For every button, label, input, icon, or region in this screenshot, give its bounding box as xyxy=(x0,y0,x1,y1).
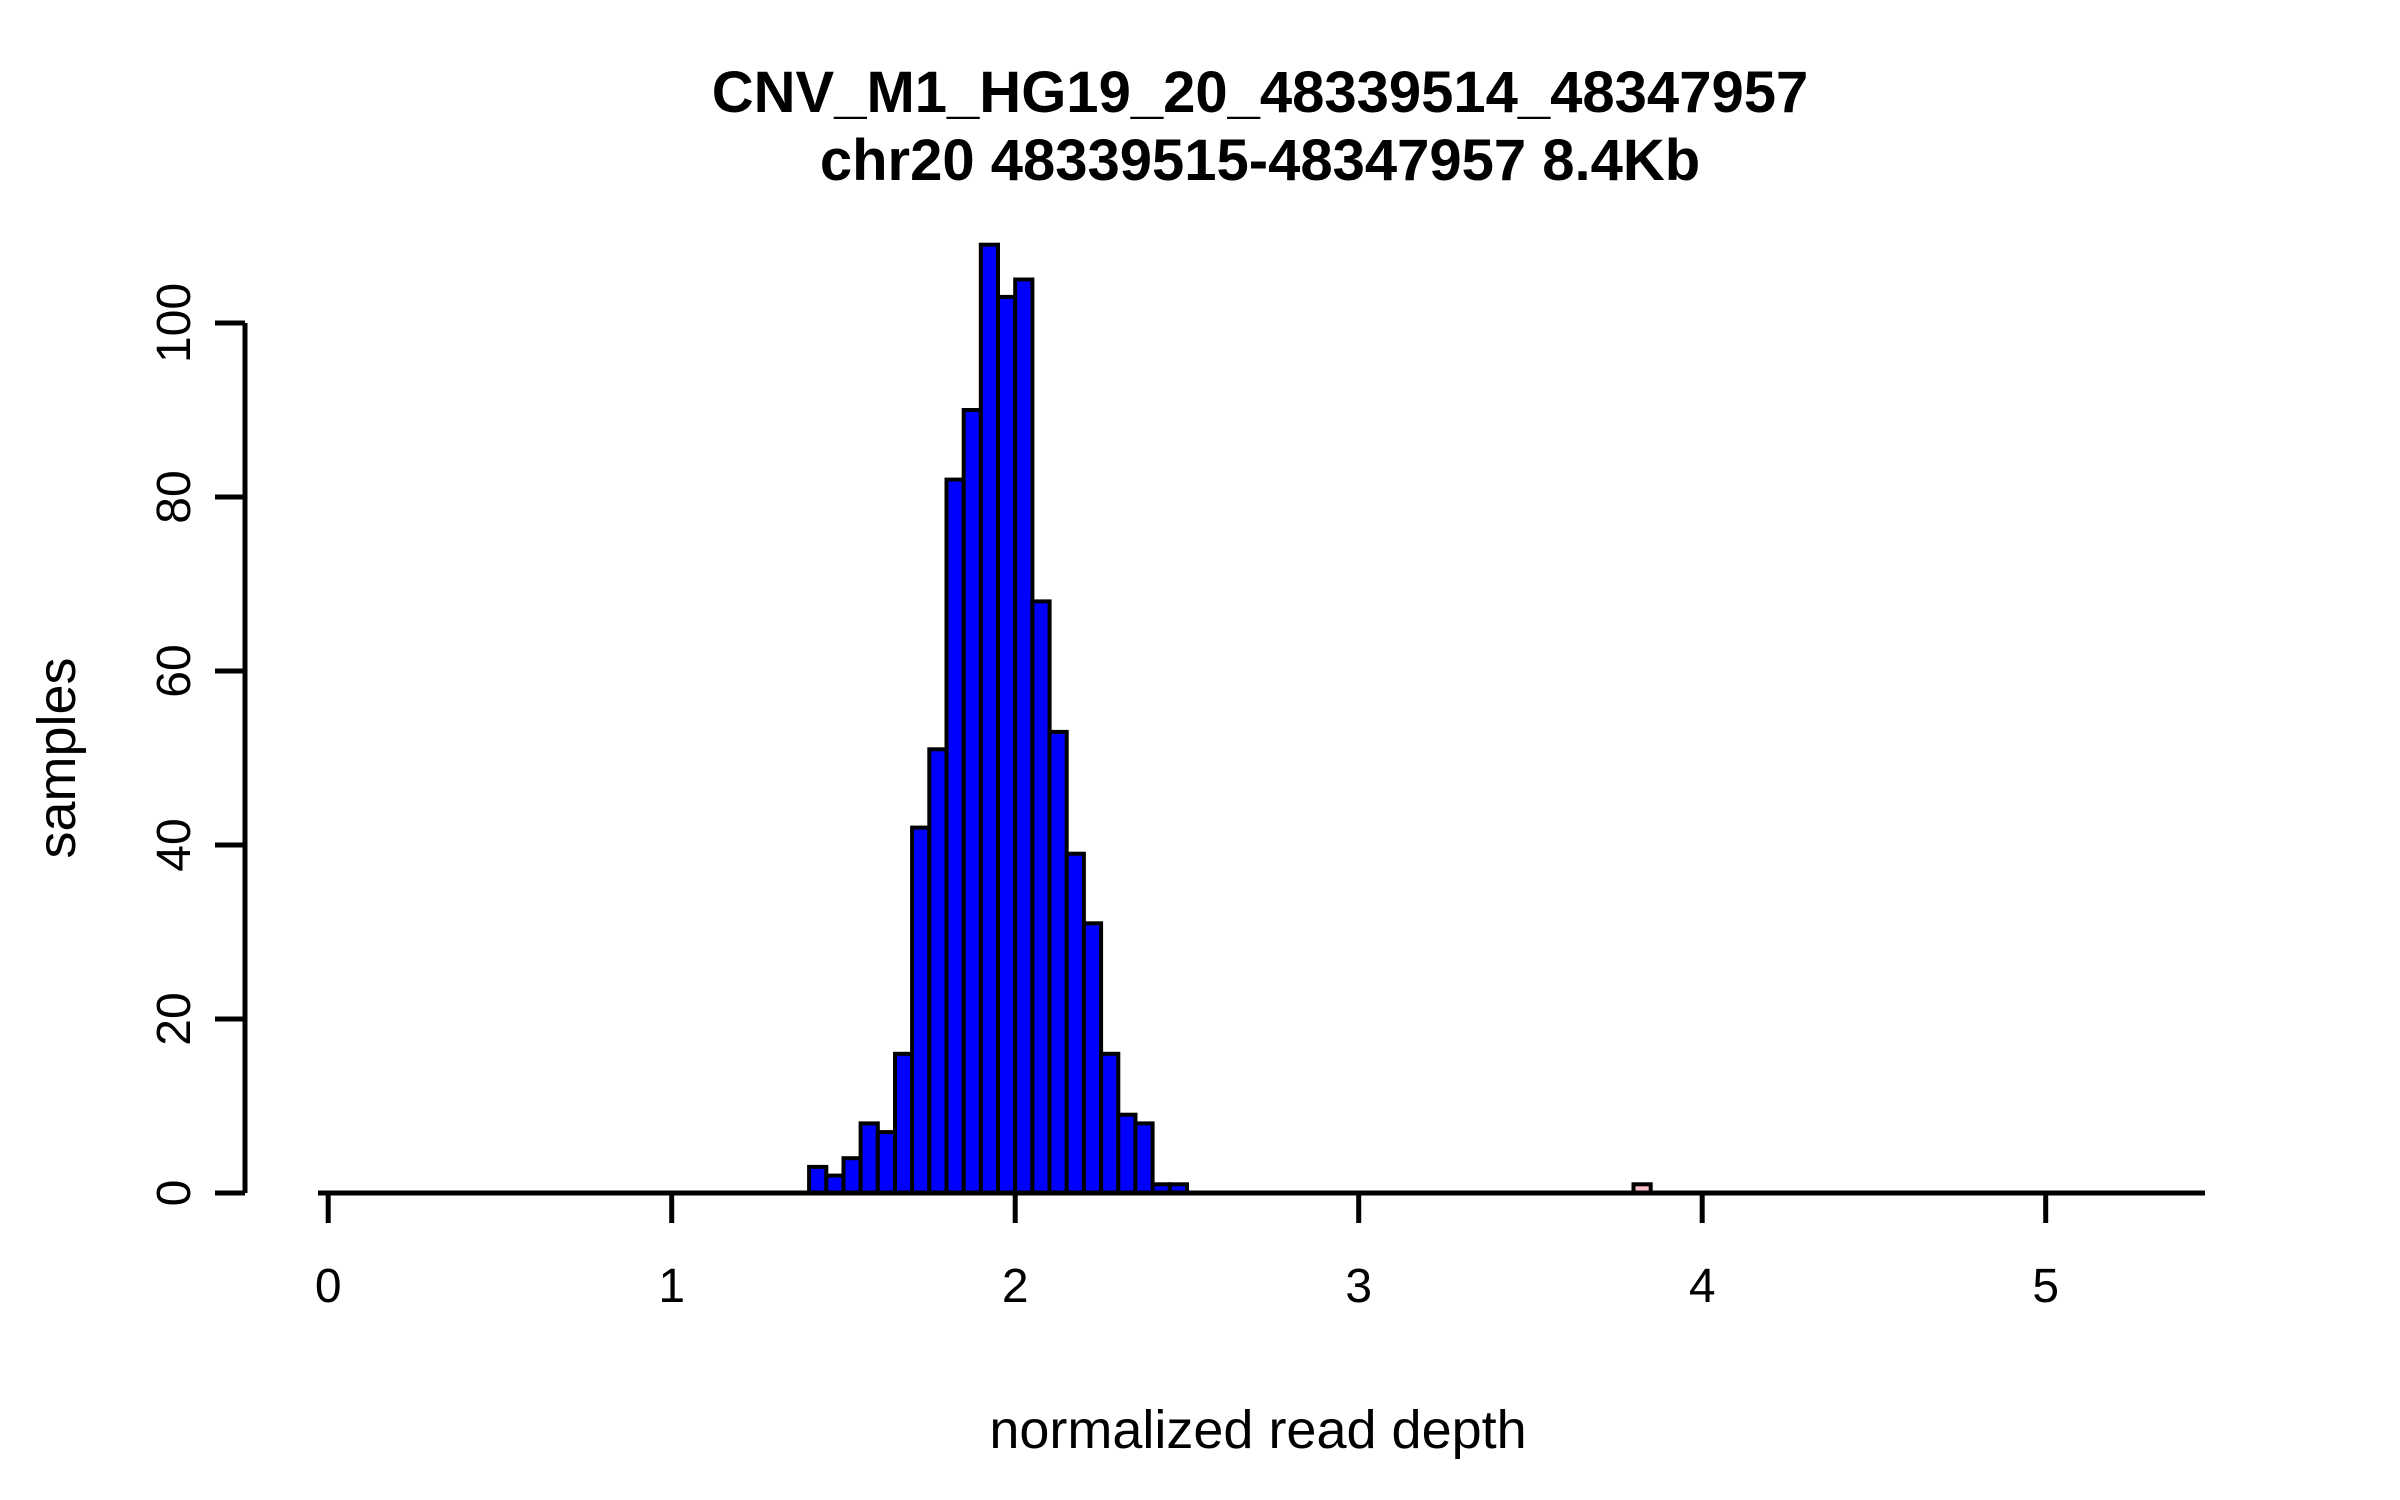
histogram-bar xyxy=(944,477,966,1196)
plot-subtitle: chr20 48339515-48347957 8.4Kb xyxy=(820,128,1700,193)
histogram-bars xyxy=(807,242,1190,1196)
histogram-bar xyxy=(1013,277,1035,1195)
histogram-bar xyxy=(978,242,1000,1195)
histogram-bar xyxy=(824,1173,846,1195)
histogram-bar xyxy=(893,1051,915,1196)
histogram-bar xyxy=(1047,729,1069,1196)
x-tick-label: 0 xyxy=(315,1260,342,1313)
histogram-bar xyxy=(807,1164,829,1196)
x-tick-label: 3 xyxy=(1345,1260,1372,1313)
histogram-bar xyxy=(841,1156,863,1195)
plot-title: CNV_M1_HG19_20_48339514_48347957 xyxy=(712,60,1808,125)
x-tick-label: 4 xyxy=(1689,1260,1716,1313)
y-tick-label: 0 xyxy=(148,1180,201,1207)
x-axis: 0 1 2 3 4 5 xyxy=(315,1190,2205,1313)
y-tick-label: 40 xyxy=(148,818,201,871)
histogram-bar xyxy=(1099,1051,1121,1196)
histogram-bar xyxy=(996,294,1018,1195)
x-tick-label: 5 xyxy=(2032,1260,2059,1313)
histogram-bar xyxy=(875,1130,897,1195)
y-tick-label: 100 xyxy=(148,283,201,363)
histogram-bar xyxy=(1030,599,1052,1195)
histogram-bar xyxy=(858,1121,880,1196)
y-tick-label: 20 xyxy=(148,992,201,1045)
y-tick-label: 80 xyxy=(148,470,201,523)
histogram-bar xyxy=(961,408,983,1195)
y-axis: 0 20 40 60 80 100 xyxy=(148,283,248,1207)
x-tick-label: 2 xyxy=(1002,1260,1029,1313)
x-tick-label: 1 xyxy=(658,1260,685,1313)
histogram-bar xyxy=(927,747,949,1195)
histogram-bar xyxy=(1081,921,1104,1195)
histogram-bar xyxy=(1116,1112,1138,1195)
histogram-bar xyxy=(910,825,932,1195)
histogram-bar xyxy=(1064,851,1086,1195)
x-axis-label: normalized read depth xyxy=(989,1400,1526,1460)
y-axis-label: samples xyxy=(27,657,87,858)
histogram-bar xyxy=(1133,1121,1155,1196)
y-tick-label: 60 xyxy=(148,644,201,697)
